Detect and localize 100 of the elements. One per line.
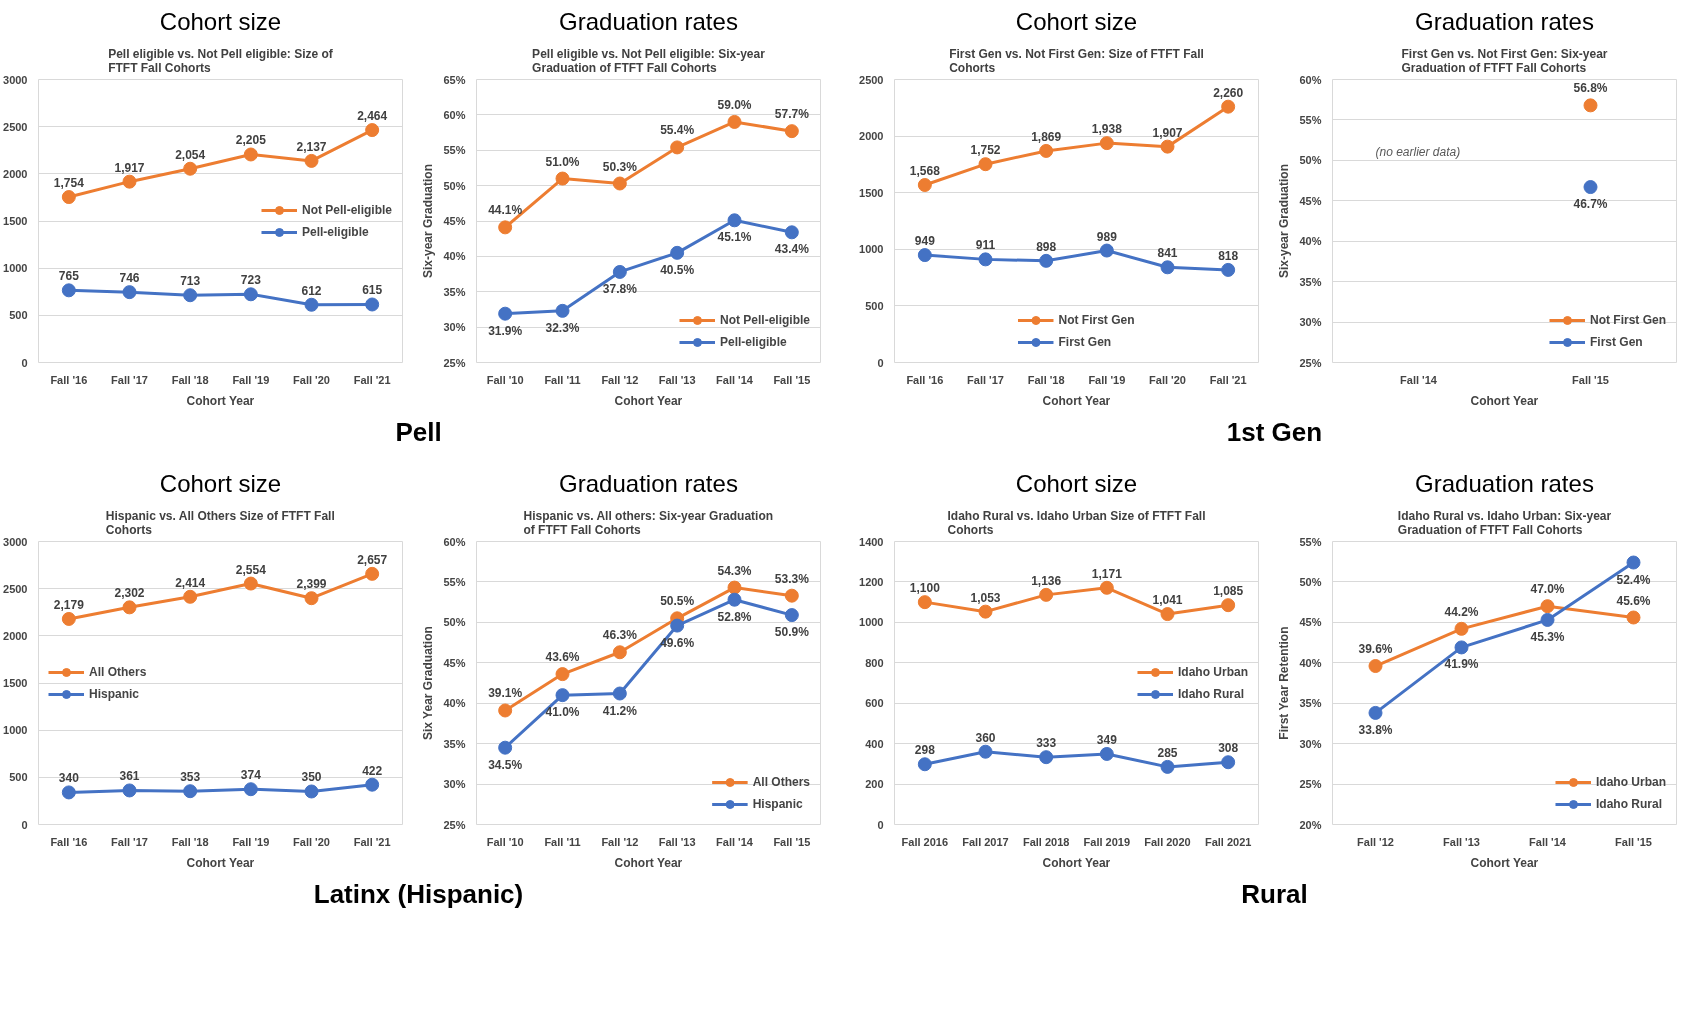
y-tick-label: 1500 (3, 677, 28, 689)
y-tick-label: 1000 (3, 262, 28, 275)
text: Latinx (Hispanic) (313, 878, 524, 909)
x-tick-label: Fall '13 (658, 835, 696, 848)
y-tick-label: 1400 (859, 535, 884, 548)
data-label: 374 (240, 768, 262, 783)
y-tick-label: 30% (443, 321, 466, 334)
data-label: 1,869 (1031, 129, 1062, 144)
y-tick-label: 40% (443, 697, 466, 710)
point (1454, 621, 1469, 636)
y-tick-label: 35% (1299, 697, 1322, 710)
data-label: 911 (975, 238, 996, 253)
x-axis-title: Cohort Year (186, 855, 255, 870)
y-tick-label: 35% (443, 737, 466, 750)
text: 1st Gen (1226, 416, 1323, 447)
data-label: 52.4% (1616, 572, 1651, 587)
data-label: 361 (119, 769, 140, 784)
x-tick-label: Fall 2021 (1204, 835, 1252, 848)
y-tick-label: 2500 (859, 73, 884, 86)
data-label: 2,054 (175, 147, 206, 162)
data-label: 45.1% (717, 230, 752, 245)
point (183, 161, 198, 176)
y-tick-label: 30% (1299, 316, 1322, 329)
point (1626, 610, 1641, 625)
chart-title: Graduation rates (1415, 469, 1594, 497)
data-label: 41.2% (602, 703, 638, 718)
y-tick-label: 50% (1299, 575, 1322, 588)
point (1039, 750, 1054, 765)
x-tick-label: Fall '16 (906, 373, 944, 386)
data-label: 33.8% (1358, 722, 1393, 737)
legend-label: Idaho Urban (1177, 664, 1248, 679)
y-tick-label: 400 (865, 737, 884, 750)
y-tick-label: 25% (443, 818, 466, 831)
data-label: 353 (180, 770, 201, 785)
point (1160, 260, 1175, 275)
legend-label: Idaho Rural (1595, 797, 1662, 811)
x-tick-label: Fall '18 (171, 373, 209, 386)
data-label: 949 (914, 234, 936, 249)
data-label: 46.3% (602, 628, 638, 643)
point (365, 777, 380, 792)
chart-title: Cohort size (159, 7, 282, 35)
data-label: 39.6% (1358, 642, 1393, 657)
data-label: 37.8% (602, 281, 638, 296)
y-tick-label: 500 (9, 309, 28, 322)
point (784, 608, 799, 623)
x-tick-label: Fall 2016 (901, 835, 949, 848)
data-label: 2,399 (296, 577, 327, 592)
data-label: 59.0% (717, 97, 752, 112)
point (1221, 99, 1236, 114)
text: Rural (1241, 878, 1308, 909)
point (1099, 746, 1114, 761)
y-tick-label: 60% (1299, 73, 1322, 86)
point (1039, 253, 1054, 268)
point (243, 782, 258, 797)
x-tick-label: Fall '14 (1529, 835, 1567, 848)
chart-subtitle: Pell eligible vs. Not Pell eligible: Size of FTFT Fall Cohorts (108, 46, 334, 75)
point (555, 688, 570, 703)
data-label: 1,171 (1091, 566, 1123, 581)
point (498, 220, 513, 235)
y-tick-label: 2000 (859, 130, 884, 143)
y-tick-label: 55% (1299, 113, 1322, 126)
point (1368, 659, 1383, 674)
y-tick-label: 2500 (3, 120, 28, 133)
y-tick-label: 20% (1299, 818, 1322, 831)
point (122, 285, 137, 300)
x-tick-label: Fall '14 (1400, 373, 1438, 386)
point (122, 174, 137, 189)
x-tick-label: Fall '20 (293, 835, 330, 848)
data-label: 45.3% (1530, 629, 1565, 644)
point (498, 306, 513, 321)
data-label: 2,302 (114, 586, 145, 601)
point (555, 303, 570, 318)
x-axis-title: Cohort Year (1042, 855, 1111, 870)
chart-title: Cohort size (1015, 7, 1138, 35)
y-tick-label: 200 (865, 778, 884, 791)
x-tick-label: Fall '11 (544, 373, 581, 386)
data-label: 56.8% (1573, 81, 1608, 96)
chart-title: Cohort size (1015, 469, 1138, 497)
data-label: 340 (58, 771, 80, 786)
x-tick-label: Fall 2019 (1083, 835, 1131, 848)
y-tick-label: 1000 (859, 616, 884, 629)
y-tick-label: 1500 (859, 186, 884, 199)
annotation: (no earlier data) (1375, 144, 1461, 159)
data-label: 2,205 (235, 133, 267, 148)
point (365, 297, 380, 312)
y-tick-label: 600 (865, 697, 884, 710)
data-label: 54.3% (717, 563, 752, 578)
legend-label: Pell-eligible (719, 335, 787, 349)
x-tick-label: Fall '19 (232, 373, 270, 386)
point (727, 580, 742, 595)
point (243, 287, 258, 302)
x-tick-label: Fall '19 (232, 835, 270, 848)
x-tick-label: Fall '15 (773, 373, 811, 386)
data-label: 746 (119, 271, 140, 286)
point (183, 589, 198, 604)
point (555, 171, 570, 186)
y-tick-label: 1000 (859, 243, 884, 256)
point (784, 124, 799, 139)
point (61, 283, 76, 298)
y-tick-label: 30% (1299, 737, 1322, 750)
